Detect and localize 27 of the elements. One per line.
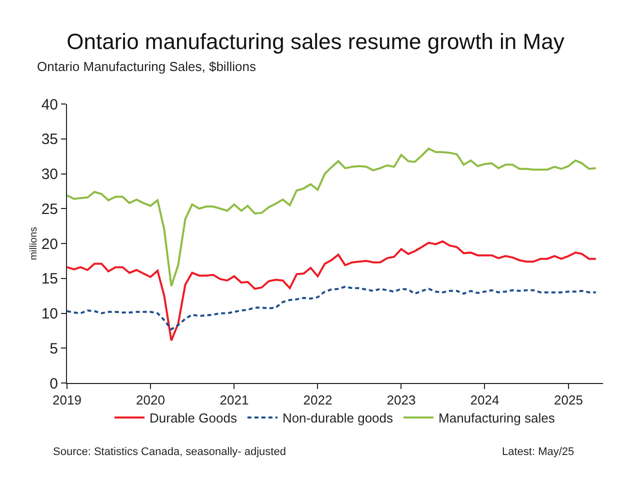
x-tick-label: 2022: [303, 392, 332, 408]
x-tick-label: 2025: [554, 392, 583, 408]
chart-subtitle: Ontario Manufacturing Sales, $billions: [37, 59, 256, 74]
line-series: [67, 148, 597, 288]
y-tick-label: 30: [41, 166, 58, 183]
y-tick-label: 0: [50, 375, 58, 392]
y-axis-title: millions: [28, 226, 40, 260]
legend-label: Durable Goods: [150, 410, 238, 426]
y-tick-label: 40: [41, 96, 58, 114]
x-tick-label: 2024: [470, 392, 500, 408]
y-tick-label: 15: [41, 270, 58, 288]
source-note: Source: Statistics Canada, seasonally- adjusted: [53, 446, 286, 458]
x-tick-label: 2020: [136, 392, 165, 408]
line-series: [67, 286, 597, 330]
y-tick-label: 5: [50, 340, 58, 358]
legend-label: Manufacturing sales: [438, 410, 556, 426]
x-tick-label: 2019: [52, 392, 82, 408]
x-tick-label: 2021: [220, 392, 249, 408]
y-tick-label: 25: [41, 200, 58, 218]
y-tick-label: 35: [41, 131, 58, 148]
text: Latest: May/25: [502, 446, 574, 458]
legend-label: Non-durable goods: [282, 410, 394, 426]
y-tick-label: 20: [41, 236, 58, 253]
chart-title: Ontario manufacturing sales resume growth in May: [66, 29, 564, 54]
y-tick-label: 10: [41, 306, 58, 322]
x-tick-label: 2023: [386, 392, 416, 408]
line-series: [67, 240, 597, 342]
